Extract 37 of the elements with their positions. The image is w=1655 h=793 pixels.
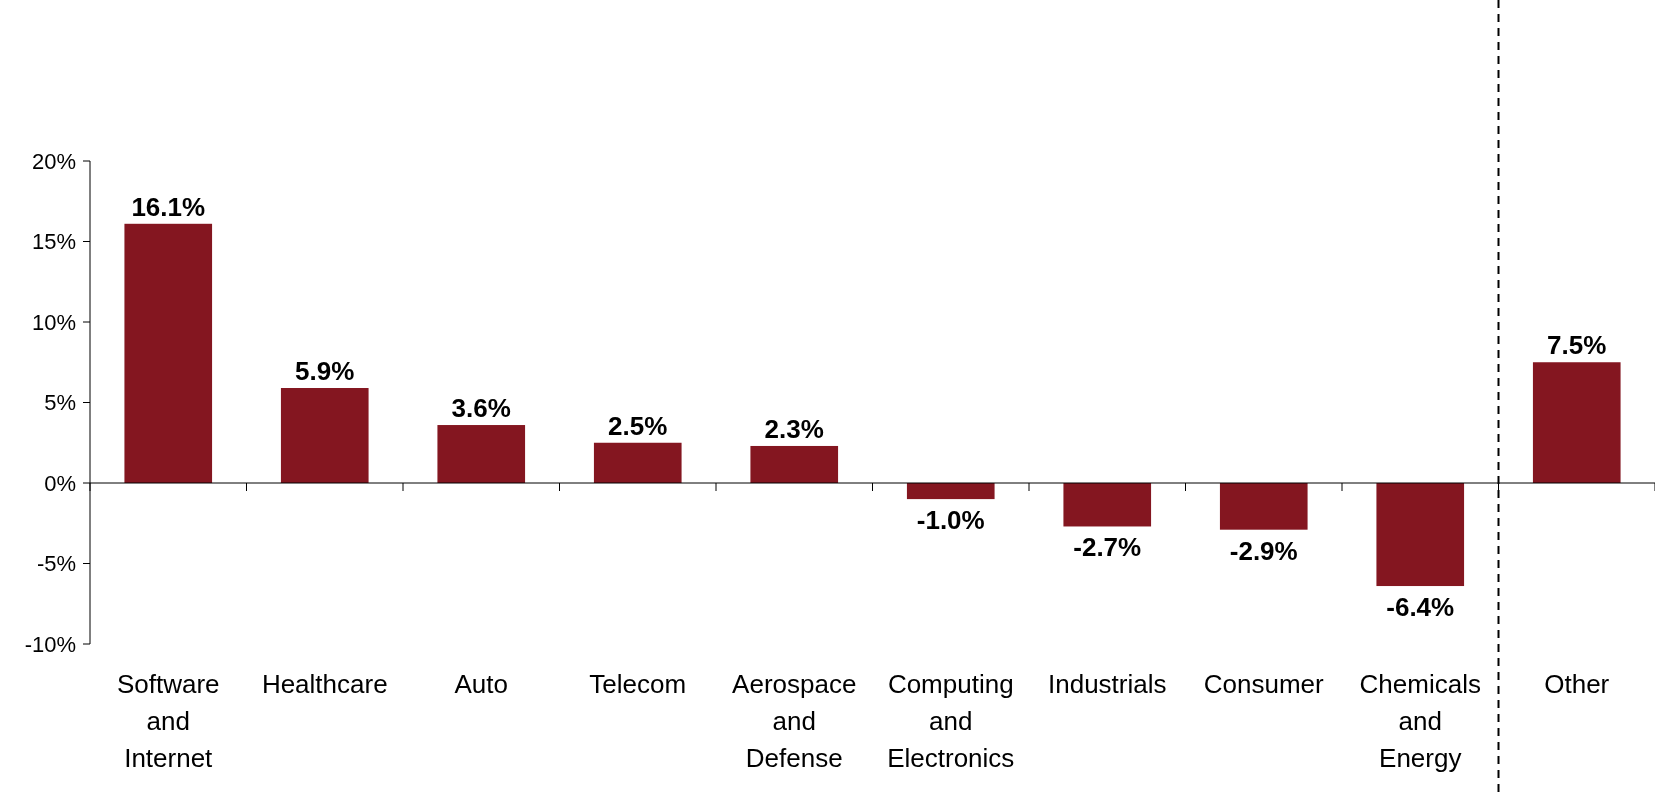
data-label: -1.0% — [916, 505, 985, 536]
data-label: 16.1% — [131, 191, 206, 222]
x-tick-label: Other — [1544, 669, 1610, 699]
data-label: -6.4% — [1386, 592, 1455, 623]
x-tick-label: Software and Internet — [116, 669, 220, 773]
x-tick-label: Computing and Electronics — [887, 669, 1015, 773]
bar — [437, 425, 526, 483]
y-tick-label: 10% — [31, 309, 76, 335]
y-tick-label: 0% — [44, 470, 76, 496]
data-label: 5.9% — [295, 356, 355, 387]
bar — [1532, 362, 1621, 483]
y-tick-label: 15% — [31, 229, 76, 255]
x-tick-label: Telecom — [589, 669, 687, 699]
y-tick-label: 20% — [31, 148, 76, 174]
bar — [1219, 483, 1308, 530]
y-tick-label: -10% — [24, 631, 76, 657]
data-label: -2.9% — [1229, 535, 1298, 566]
data-label: -2.7% — [1073, 532, 1142, 563]
x-tick-label: Aerospace and Defense — [732, 669, 857, 773]
bar — [1376, 483, 1465, 587]
x-tick-label: Consumer — [1203, 669, 1325, 699]
y-tick-label: 5% — [44, 390, 76, 416]
data-label: 3.6% — [451, 393, 511, 424]
data-label: 2.5% — [608, 410, 668, 441]
bar — [906, 483, 995, 500]
x-tick-label: Auto — [454, 669, 508, 699]
data-label: 7.5% — [1547, 330, 1607, 361]
x-tick-label: Chemicals and Energy — [1359, 669, 1481, 773]
bar — [750, 445, 839, 483]
bar — [280, 388, 369, 483]
y-tick-label: -5% — [36, 551, 76, 577]
bar — [124, 223, 213, 483]
x-tick-label: Industrials — [1048, 669, 1167, 699]
bar — [1063, 483, 1152, 527]
data-label: 2.3% — [764, 413, 824, 444]
bar — [593, 442, 682, 483]
x-tick-label: Healthcare — [261, 669, 388, 699]
